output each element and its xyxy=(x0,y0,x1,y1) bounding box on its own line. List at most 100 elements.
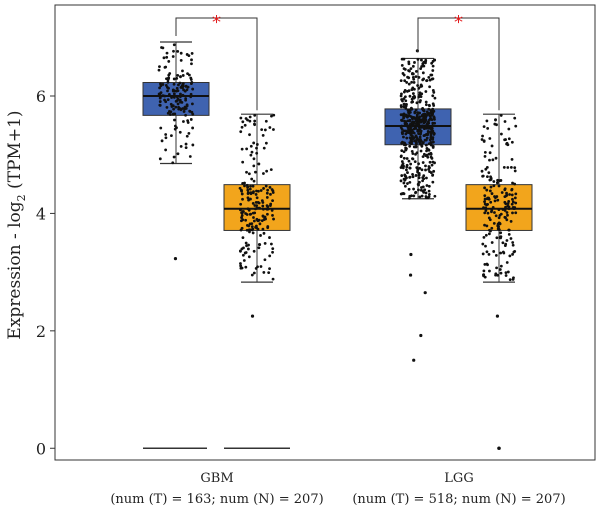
data-point xyxy=(428,170,431,173)
data-point xyxy=(428,138,432,142)
data-point xyxy=(239,130,243,134)
data-point xyxy=(512,276,515,280)
data-point xyxy=(239,208,242,212)
data-point xyxy=(265,169,269,173)
data-point xyxy=(159,94,163,98)
data-point xyxy=(485,119,489,123)
data-point xyxy=(262,187,265,190)
data-point xyxy=(427,148,430,151)
data-point xyxy=(414,174,418,177)
data-point xyxy=(407,62,411,66)
data-point xyxy=(503,138,507,142)
data-point xyxy=(248,212,252,216)
data-point xyxy=(500,132,503,136)
data-point xyxy=(493,211,496,214)
data-point xyxy=(497,216,501,220)
data-point xyxy=(246,185,250,189)
data-point xyxy=(411,130,415,134)
data-point xyxy=(505,239,509,242)
data-point xyxy=(402,156,406,160)
data-point xyxy=(424,103,428,107)
data-point xyxy=(405,168,408,172)
data-point xyxy=(246,196,250,200)
outlier-point xyxy=(419,333,423,338)
data-point xyxy=(428,166,431,170)
y-axis: 0 2 4 6 xyxy=(36,87,55,458)
data-point xyxy=(260,199,264,202)
data-point xyxy=(423,133,427,137)
data-point xyxy=(480,138,484,141)
data-point xyxy=(415,136,419,139)
data-point xyxy=(414,122,418,126)
data-point xyxy=(249,191,253,195)
data-point xyxy=(428,85,432,89)
data-point xyxy=(507,228,511,232)
data-point xyxy=(176,73,180,77)
data-point xyxy=(421,141,425,144)
data-point xyxy=(493,195,496,198)
data-point xyxy=(481,252,485,256)
data-point xyxy=(431,180,435,184)
data-point xyxy=(513,169,517,173)
data-point xyxy=(184,84,188,88)
data-point xyxy=(261,204,265,208)
outlier-point xyxy=(409,252,413,257)
data-point xyxy=(411,64,415,68)
data-point xyxy=(489,185,493,189)
data-point xyxy=(164,100,168,104)
data-point xyxy=(166,98,170,102)
data-point xyxy=(493,122,497,126)
data-point xyxy=(430,61,434,65)
data-point xyxy=(167,86,170,90)
data-point xyxy=(513,196,517,200)
category-sublabel-lgg: (num (T) = 518; num (N) = 207) xyxy=(352,492,565,507)
data-point xyxy=(400,118,403,122)
data-point xyxy=(254,170,257,174)
data-point xyxy=(494,214,498,218)
data-point xyxy=(249,144,253,148)
data-point xyxy=(501,250,505,254)
data-point xyxy=(410,115,414,119)
data-point xyxy=(402,135,405,139)
data-point xyxy=(482,235,486,239)
data-point xyxy=(491,158,495,162)
data-point xyxy=(179,51,183,55)
data-point xyxy=(266,207,270,211)
data-point xyxy=(412,77,416,81)
data-point xyxy=(172,77,176,81)
data-point xyxy=(510,193,514,197)
data-point xyxy=(240,211,244,215)
data-point xyxy=(511,243,515,247)
data-point xyxy=(511,181,514,185)
data-point xyxy=(255,189,258,193)
data-point xyxy=(179,100,182,104)
data-point xyxy=(481,134,484,138)
data-point xyxy=(252,164,256,168)
data-point xyxy=(158,65,161,69)
data-point xyxy=(241,236,245,240)
data-point xyxy=(240,147,244,151)
data-point xyxy=(485,262,489,266)
data-point xyxy=(399,79,403,83)
data-point xyxy=(433,121,436,125)
data-point xyxy=(428,160,432,164)
data-point xyxy=(173,118,176,122)
data-point xyxy=(417,132,420,135)
data-point xyxy=(245,170,248,174)
data-point xyxy=(262,271,266,274)
data-point xyxy=(514,201,518,205)
data-point xyxy=(261,214,265,218)
data-point xyxy=(410,72,414,76)
data-point xyxy=(489,178,493,181)
data-point xyxy=(250,150,254,154)
data-point xyxy=(158,103,162,107)
data-point xyxy=(164,65,168,69)
data-point xyxy=(486,211,490,215)
data-point xyxy=(506,213,509,217)
data-point xyxy=(488,151,492,155)
data-point xyxy=(414,75,418,79)
data-point xyxy=(424,100,428,104)
data-point xyxy=(240,192,244,196)
data-point xyxy=(176,89,180,93)
data-point xyxy=(412,194,416,198)
